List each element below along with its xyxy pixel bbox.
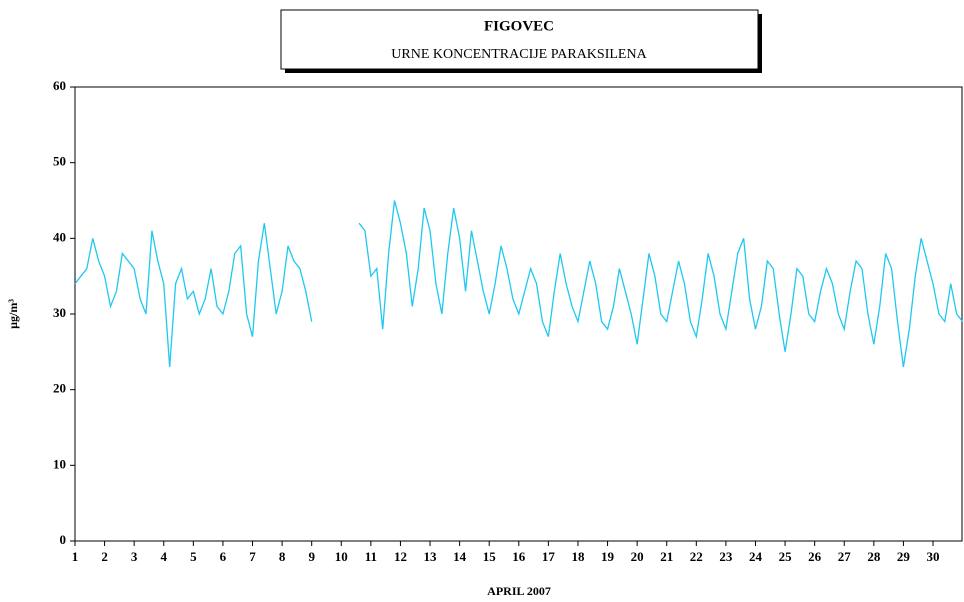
x-tick-label: 24 [749, 549, 763, 564]
y-tick-label: 60 [53, 78, 66, 93]
x-tick-label: 13 [424, 549, 438, 564]
x-tick-label: 7 [249, 549, 256, 564]
y-tick-label: 0 [60, 532, 67, 547]
chart-subtitle: URNE KONCENTRACIJE PARAKSILENA [391, 47, 647, 62]
x-tick-label: 15 [483, 549, 497, 564]
x-tick-label: 6 [220, 549, 227, 564]
x-tick-label: 20 [631, 549, 644, 564]
y-tick-label: 50 [53, 154, 66, 169]
x-tick-label: 12 [394, 549, 407, 564]
x-tick-label: 23 [719, 549, 733, 564]
x-tick-label: 8 [279, 549, 286, 564]
x-tick-label: 4 [161, 549, 168, 564]
x-tick-label: 1 [72, 549, 79, 564]
x-tick-label: 25 [779, 549, 793, 564]
x-tick-label: 21 [660, 549, 673, 564]
x-tick-label: 9 [308, 549, 315, 564]
x-tick-label: 30 [927, 549, 940, 564]
x-tick-label: 29 [897, 549, 911, 564]
x-tick-label: 5 [190, 549, 197, 564]
title-box [280, 9, 759, 70]
x-tick-label: 14 [453, 549, 467, 564]
x-axis-label: APRIL 2007 [487, 584, 551, 598]
x-tick-label: 26 [808, 549, 822, 564]
x-tick-label: 17 [542, 549, 556, 564]
x-tick-label: 2 [101, 549, 108, 564]
x-tick-label: 11 [365, 549, 377, 564]
chart-title: FIGOVEC [484, 18, 554, 34]
x-tick-label: 3 [131, 549, 138, 564]
y-tick-label: 40 [53, 229, 66, 244]
x-tick-label: 10 [335, 549, 348, 564]
x-tick-label: 16 [512, 549, 526, 564]
y-tick-label: 10 [53, 456, 66, 471]
y-tick-label: 20 [53, 381, 66, 396]
x-tick-label: 22 [690, 549, 703, 564]
data-line [74, 200, 964, 368]
y-axis-label: µg/m³ [6, 299, 20, 329]
x-tick-label: 19 [601, 549, 615, 564]
x-tick-label: 28 [867, 549, 881, 564]
y-tick-label: 30 [53, 305, 66, 320]
x-tick-label: 27 [838, 549, 852, 564]
x-tick-label: 18 [571, 549, 585, 564]
